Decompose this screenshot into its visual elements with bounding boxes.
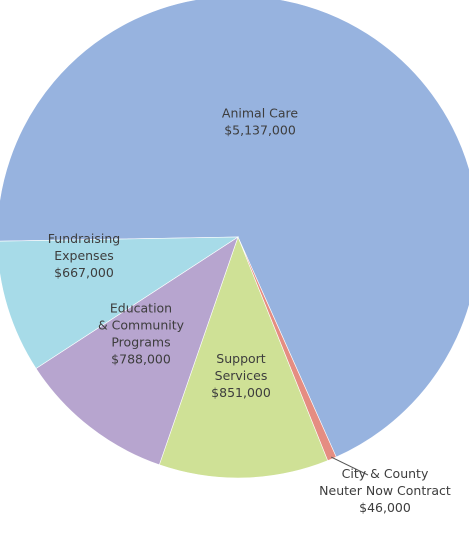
slice-name-label: Services [215,368,268,383]
slice-name-label: Support [216,351,266,366]
slice-value-label: $851,000 [211,385,271,400]
slice-label-city-and-county: City & County Neuter Now Contract $46,000 [319,466,451,515]
leader-line-city-county [330,456,369,476]
pie-slice-animal-care [0,0,469,458]
pie-slice-fundraising [0,236,240,369]
slice-value-label: $667,000 [54,265,114,280]
slice-name-label: & Community [98,318,185,333]
slice-name-label: Fundraising [48,231,120,246]
pie-slices [0,0,469,479]
slice-label-education: Education & Community Programs $788,000 [98,301,185,367]
slice-name-label: Expenses [54,248,114,263]
pie-slice-education [35,236,239,466]
slice-value-label: $788,000 [111,352,171,367]
slice-value-label: $5,137,000 [224,123,296,138]
slice-name-label: Animal Care [222,106,298,121]
slice-label-animal-care: Animal Care $5,137,000 [222,106,298,138]
slice-label-support: Support Services $851,000 [211,351,271,400]
slice-value-label: $46,000 [359,500,411,515]
slice-label-fundraising: Fundraising Expenses $667,000 [48,231,120,280]
slice-name-label: Education [110,301,172,316]
slice-name-label: City & County [342,466,429,481]
pie-labels: Animal Care $5,137,000 City & County Neuter… [48,106,451,516]
slice-name-label: Programs [111,335,170,350]
pie-slice-support [158,236,329,479]
slice-name-label: Neuter Now Contract [319,483,451,498]
